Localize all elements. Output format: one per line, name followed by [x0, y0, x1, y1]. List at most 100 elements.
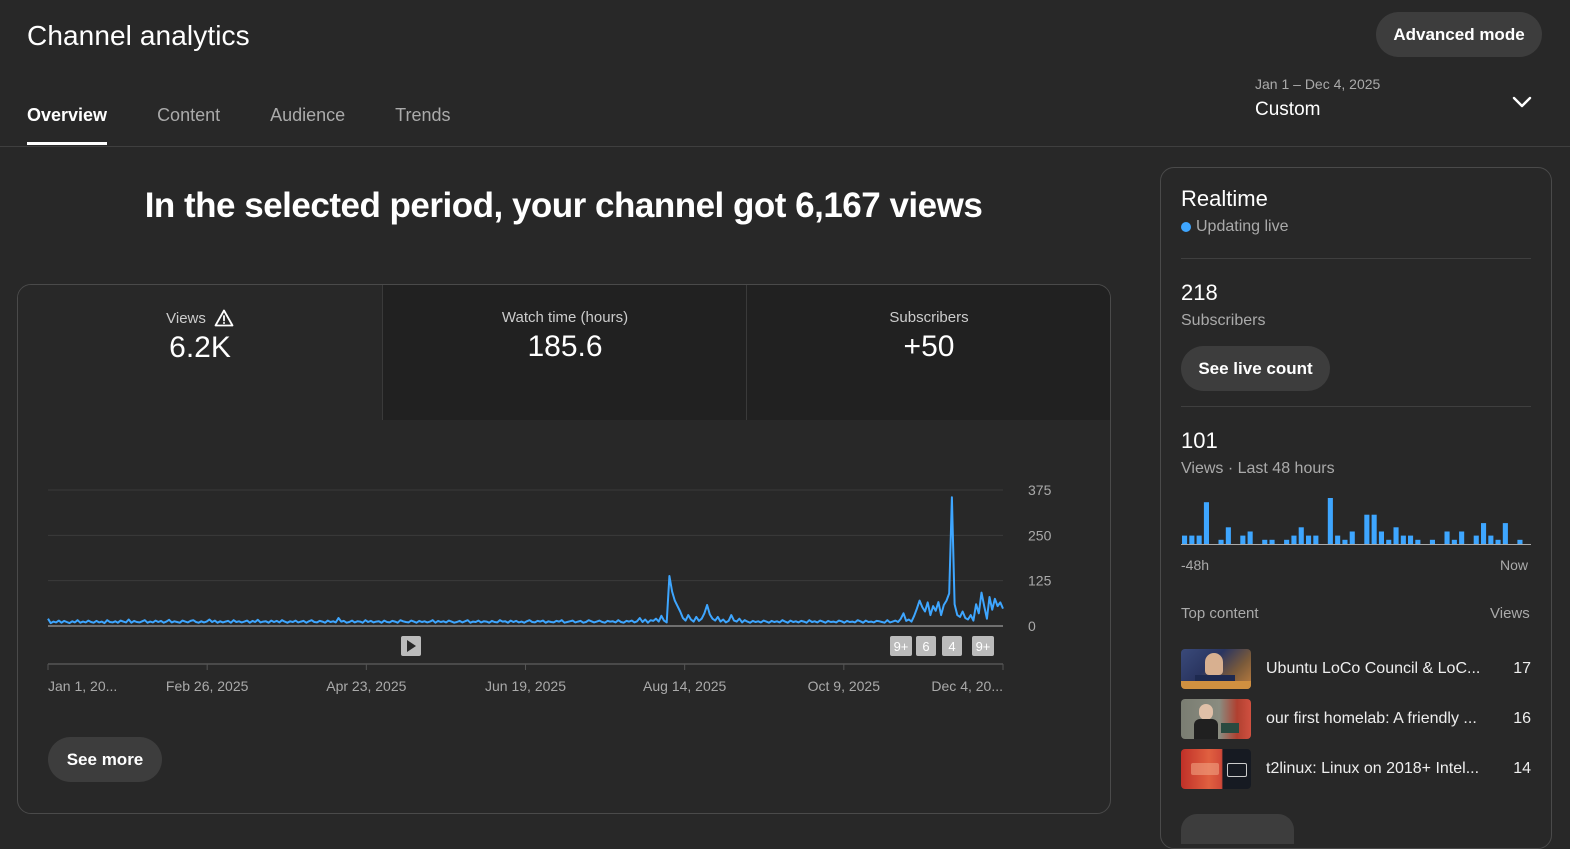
metric-watch-time-value: 185.6 [527, 330, 603, 363]
realtime-views-label: Views · Last 48 hours [1181, 460, 1335, 477]
realtime-bar [1408, 535, 1414, 544]
event-marker-label: 9+ [976, 639, 991, 654]
realtime-bar [1481, 523, 1487, 544]
metric-watch-time-tab[interactable]: Watch time (hours) 185.6 [383, 285, 747, 420]
y-tick-label: 250 [1028, 527, 1052, 543]
x-tick-label: Jun 19, 2025 [485, 678, 566, 694]
top-content-views: 17 [1513, 660, 1531, 677]
event-marker[interactable] [890, 636, 912, 656]
page-title: Channel analytics [27, 20, 250, 51]
top-content-header: Top content [1181, 605, 1259, 622]
go-to-realtime-button[interactable] [1181, 814, 1294, 844]
metric-subscribers-value: +50 [903, 330, 955, 363]
metric-divider [746, 285, 747, 420]
realtime-title: Realtime [1181, 186, 1268, 211]
realtime-bar [1306, 535, 1312, 544]
tab-content[interactable]: Content [157, 105, 221, 125]
play-marker-icon[interactable] [401, 636, 421, 656]
top-content-title: Ubuntu LoCo Council & LoC... [1266, 660, 1481, 677]
overview-card: Views 6.2K Watch time (hours) 185.6 Subs… [17, 284, 1111, 814]
see-live-count-button[interactable]: See live count [1181, 346, 1330, 391]
realtime-bar [1203, 502, 1209, 544]
top-content-row[interactable]: our first homelab: A friendly ... 16 [1181, 699, 1531, 739]
realtime-bar [1327, 498, 1333, 544]
date-preset-select[interactable]: Custom [1255, 99, 1321, 120]
realtime-bar [1451, 539, 1457, 544]
event-marker[interactable] [916, 636, 936, 656]
tab-trends[interactable]: Trends [395, 105, 451, 125]
top-content-row[interactable]: t2linux: Linux on 2018+ Intel... 14 [1181, 749, 1531, 789]
divider [1181, 258, 1531, 259]
x-tick-label: Apr 23, 2025 [326, 678, 406, 694]
realtime-bar [1386, 539, 1392, 544]
realtime-bar [1291, 535, 1297, 544]
divider [1181, 406, 1531, 407]
realtime-bar [1313, 535, 1319, 544]
analytics-tabs: Overview Content Audience Trends [27, 92, 501, 146]
realtime-bar [1349, 531, 1355, 544]
top-content-views-header: Views [1490, 605, 1530, 622]
realtime-bar [1269, 539, 1275, 544]
x-tick-label: Feb 26, 2025 [166, 678, 249, 694]
realtime-bar [1189, 535, 1195, 544]
realtime-bar [1488, 535, 1494, 544]
metric-views-value: 6.2K [169, 331, 231, 364]
realtime-bar [1495, 539, 1501, 544]
metric-views-tab[interactable]: Views 6.2K [18, 285, 382, 420]
event-marker-label: 6 [922, 639, 929, 654]
summary-headline: In the selected period, your channel got… [144, 186, 983, 225]
header-divider [0, 146, 1570, 147]
metric-divider [382, 285, 383, 420]
realtime-bar [1196, 535, 1202, 544]
x-tick-label: Oct 9, 2025 [808, 678, 881, 694]
see-more-button[interactable]: See more [48, 737, 162, 782]
realtime-bar [1393, 527, 1399, 544]
realtime-bar [1429, 539, 1435, 544]
views-series-line [47, 496, 1004, 625]
date-range-text[interactable]: Jan 1 – Dec 4, 2025 [1255, 76, 1381, 92]
top-content-views: 14 [1513, 760, 1531, 777]
x-tick-label: Aug 14, 2025 [643, 678, 727, 694]
tab-audience[interactable]: Audience [270, 105, 346, 125]
event-marker-label: 9+ [894, 639, 909, 654]
metric-subscribers-label: Subscribers [889, 309, 969, 326]
realtime-bar [1284, 539, 1290, 544]
realtime-bar [1415, 539, 1421, 544]
video-thumbnail [1181, 749, 1251, 789]
top-content-views: 16 [1513, 710, 1531, 727]
chevron-down-icon[interactable] [1508, 88, 1536, 116]
metric-subscribers-tab[interactable]: Subscribers +50 [747, 285, 1110, 420]
realtime-bar [1262, 539, 1268, 544]
realtime-bar [1182, 535, 1188, 544]
y-tick-label: 375 [1028, 482, 1052, 498]
y-tick-label: 125 [1028, 573, 1052, 589]
event-marker-label: 4 [948, 639, 955, 654]
tab-overview[interactable]: Overview [27, 92, 108, 146]
realtime-bar [1364, 514, 1370, 544]
realtime-bar [1247, 531, 1253, 544]
top-content-title: t2linux: Linux on 2018+ Intel... [1266, 760, 1480, 777]
live-dot-icon [1181, 222, 1191, 232]
realtime-bar [1400, 535, 1406, 544]
realtime-bar [1218, 539, 1224, 544]
realtime-status: Updating live [1181, 218, 1289, 236]
event-marker[interactable] [942, 636, 962, 656]
video-thumbnail [1181, 649, 1251, 689]
metric-watch-time-label: Watch time (hours) [501, 309, 629, 326]
realtime-bar [1473, 535, 1479, 544]
realtime-bar [1342, 539, 1348, 544]
top-content-row[interactable]: Ubuntu LoCo Council & LoC... 17 [1181, 649, 1531, 689]
mini-axis-start: -48h [1181, 557, 1210, 573]
advanced-mode-button[interactable]: Advanced mode [1376, 12, 1542, 57]
mini-axis-end: Now [1500, 557, 1529, 573]
realtime-bar [1444, 531, 1450, 544]
realtime-bar [1371, 514, 1377, 544]
y-tick-label: 0 [1028, 618, 1036, 634]
warning-icon[interactable] [214, 309, 234, 327]
realtime-bar [1502, 523, 1508, 544]
views-line-chart[interactable]: 375 250 125 0 Jan 1, 20... Feb 26, 2025 Apr 23… [18, 420, 1108, 720]
realtime-status-text: Updating live [1196, 218, 1289, 235]
realtime-bar [1240, 535, 1246, 544]
realtime-views-bar-chart[interactable] [1181, 490, 1531, 548]
event-marker[interactable] [972, 636, 994, 656]
